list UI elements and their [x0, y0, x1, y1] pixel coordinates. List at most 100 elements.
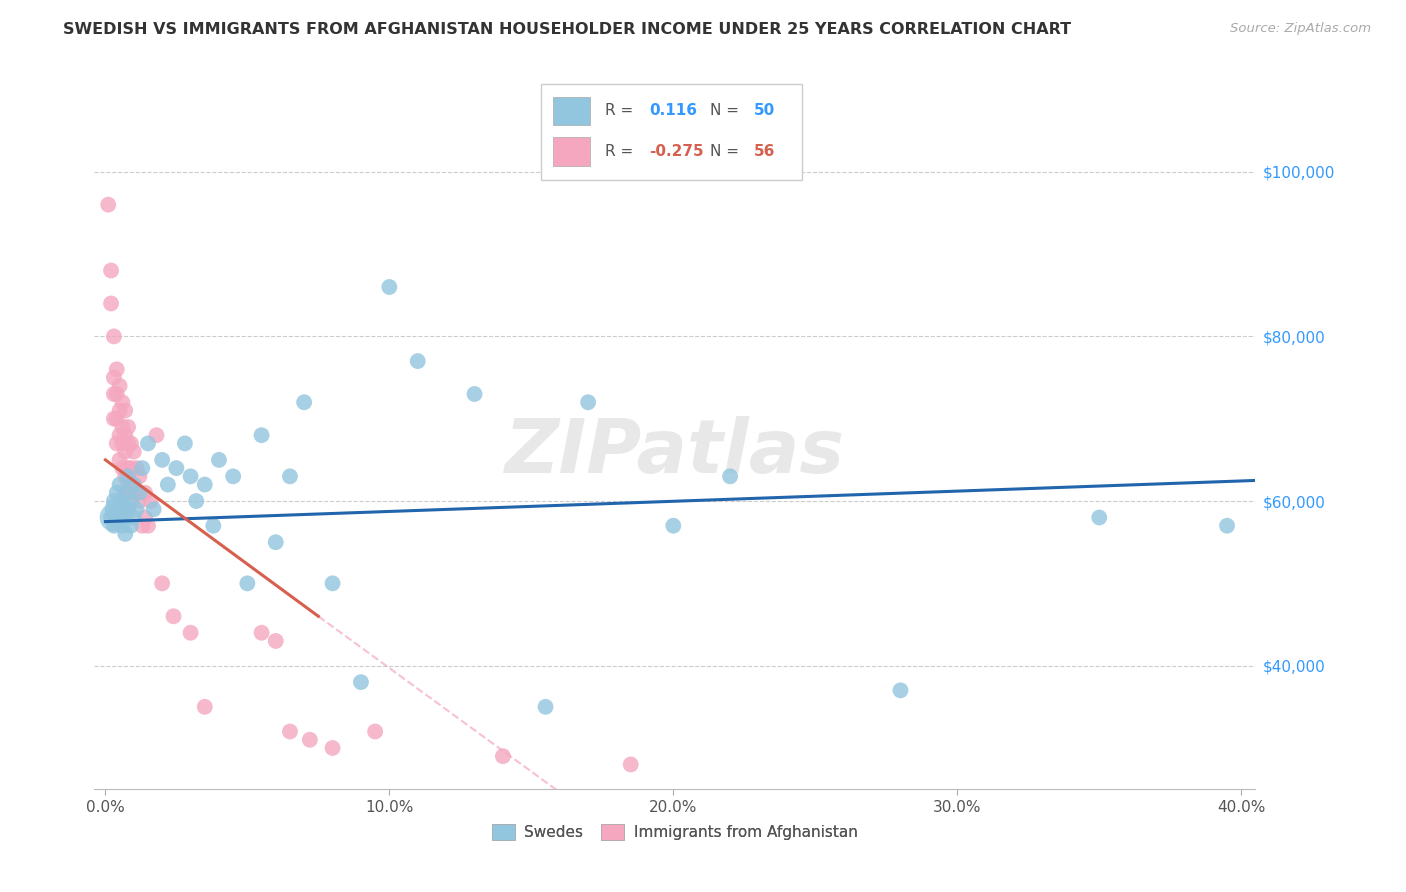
Point: [122, 510, 145, 524]
Point: [108, 428, 131, 442]
Point: [103, 518, 125, 533]
Point: [120, 436, 142, 450]
Point: [103, 510, 125, 524]
Point: [128, 469, 150, 483]
Point: [108, 477, 131, 491]
Point: [122, 477, 145, 491]
Point: [406, 354, 429, 368]
Point: [889, 683, 911, 698]
Point: [322, 576, 344, 591]
Point: [718, 469, 741, 483]
Point: [103, 370, 125, 384]
Point: [134, 485, 156, 500]
Point: [111, 395, 134, 409]
Point: [120, 518, 142, 533]
Text: 50: 50: [754, 103, 775, 119]
Point: [378, 280, 401, 294]
Point: [250, 625, 273, 640]
Text: 56: 56: [754, 145, 775, 160]
Point: [264, 535, 287, 549]
Bar: [553, 96, 591, 125]
Point: [186, 494, 208, 508]
Point: [117, 502, 139, 516]
Point: [114, 428, 136, 442]
Point: [114, 485, 136, 500]
Point: [105, 502, 128, 516]
Point: [350, 675, 373, 690]
Point: [114, 444, 136, 458]
Point: [464, 387, 486, 401]
Point: [125, 502, 148, 516]
Text: R =: R =: [605, 103, 638, 119]
Point: [620, 757, 643, 772]
Point: [250, 428, 273, 442]
Point: [114, 403, 136, 417]
Point: [278, 469, 301, 483]
Point: [492, 749, 515, 764]
Point: [103, 411, 125, 425]
Text: Source: ZipAtlas.com: Source: ZipAtlas.com: [1230, 22, 1371, 36]
Point: [128, 494, 150, 508]
Point: [145, 428, 167, 442]
Point: [117, 436, 139, 450]
Point: [1216, 518, 1239, 533]
Text: N =: N =: [710, 103, 744, 119]
Point: [100, 510, 122, 524]
Point: [662, 518, 685, 533]
Point: [150, 453, 173, 467]
Point: [105, 485, 128, 500]
Point: [180, 625, 202, 640]
Point: [105, 436, 128, 450]
Point: [142, 502, 165, 516]
Point: [111, 461, 134, 475]
Point: [264, 634, 287, 648]
Point: [194, 699, 217, 714]
Text: SWEDISH VS IMMIGRANTS FROM AFGHANISTAN HOUSEHOLDER INCOME UNDER 25 YEARS CORRELA: SWEDISH VS IMMIGRANTS FROM AFGHANISTAN H…: [63, 22, 1071, 37]
Point: [125, 485, 148, 500]
Point: [136, 518, 159, 533]
Point: [1088, 510, 1111, 524]
Point: [120, 485, 142, 500]
Point: [194, 477, 217, 491]
Point: [103, 387, 125, 401]
Point: [202, 518, 225, 533]
Point: [278, 724, 301, 739]
Point: [222, 469, 245, 483]
Point: [105, 362, 128, 376]
Point: [173, 436, 195, 450]
Point: [364, 724, 387, 739]
Text: N =: N =: [710, 145, 744, 160]
Point: [105, 502, 128, 516]
Point: [114, 469, 136, 483]
Bar: [541, 84, 803, 180]
Point: [111, 494, 134, 508]
Point: [114, 510, 136, 524]
Point: [125, 461, 148, 475]
Point: [100, 263, 122, 277]
Point: [134, 510, 156, 524]
Point: [136, 436, 159, 450]
Point: [128, 485, 150, 500]
Text: -0.275: -0.275: [650, 145, 704, 160]
Point: [105, 387, 128, 401]
Point: [114, 527, 136, 541]
Point: [108, 378, 131, 392]
Point: [111, 420, 134, 434]
Point: [156, 477, 179, 491]
Text: R =: R =: [605, 145, 638, 160]
Point: [150, 576, 173, 591]
Point: [122, 444, 145, 458]
Point: [105, 411, 128, 425]
Point: [114, 485, 136, 500]
Point: [111, 436, 134, 450]
Point: [103, 329, 125, 343]
Point: [139, 494, 162, 508]
Point: [122, 477, 145, 491]
Point: [180, 469, 202, 483]
Point: [100, 296, 122, 310]
Point: [292, 395, 315, 409]
Point: [131, 518, 153, 533]
Point: [108, 403, 131, 417]
Point: [120, 461, 142, 475]
Point: [103, 494, 125, 508]
